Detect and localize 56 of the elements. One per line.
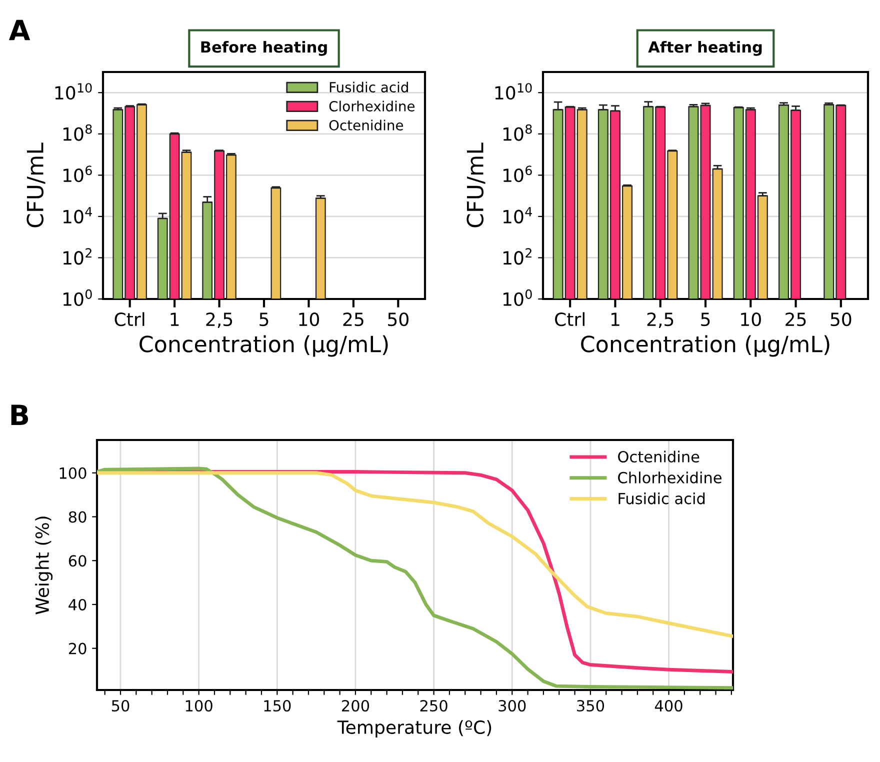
x-tick-label: 350 bbox=[577, 700, 604, 712]
x-tick-label: 50 bbox=[388, 312, 408, 326]
y-tick-label: 10$^{10}$ bbox=[495, 83, 532, 100]
x-tick-label: 25 bbox=[343, 312, 364, 326]
y-tick-label: 10$^{10}$ bbox=[55, 83, 92, 100]
y-tick-label: 10$^{0}$ bbox=[63, 289, 92, 306]
line-series bbox=[97, 471, 733, 638]
legend-label: Fusidic acid bbox=[330, 82, 408, 92]
y-tick-label: 10$^{4}$ bbox=[63, 207, 92, 224]
x-axis-title: Temperature (ºC) bbox=[337, 720, 492, 738]
x-tick-label: Ctrl bbox=[555, 312, 584, 326]
x-tick-label: 10 bbox=[741, 312, 761, 326]
y-tick-label: 10$^{8}$ bbox=[63, 124, 92, 141]
x-tick-label: 5 bbox=[701, 312, 710, 326]
x-tick-label: 1 bbox=[170, 312, 179, 326]
y-tick-label: 80 bbox=[68, 511, 86, 523]
y-tick-label: 40 bbox=[68, 598, 86, 610]
y-tick-label: 10$^{2}$ bbox=[63, 248, 92, 265]
x-tick-label: 50 bbox=[112, 700, 130, 712]
x-tick-label: 25 bbox=[786, 312, 806, 326]
y-tick-label: 60 bbox=[68, 555, 86, 567]
y-tick-label: 10$^{4}$ bbox=[503, 207, 532, 224]
x-tick-label: 2,5 bbox=[647, 312, 674, 328]
x-tick-label: 150 bbox=[264, 700, 291, 712]
legend-label: Octenidine bbox=[329, 120, 404, 130]
y-axis-title: CFU/mL bbox=[26, 142, 46, 228]
x-axis-title: Concentration (µg/mL) bbox=[140, 335, 388, 357]
x-tick-label: 10 bbox=[299, 312, 320, 326]
y-tick-label: 10$^{8}$ bbox=[503, 124, 532, 141]
text: B bbox=[11, 404, 28, 425]
y-tick-label: 100 bbox=[60, 467, 86, 479]
x-tick-label: 1 bbox=[611, 312, 620, 326]
x-tick-label: 400 bbox=[654, 700, 682, 712]
x-tick-label: 2,5 bbox=[206, 312, 232, 328]
chart-title: After heating bbox=[648, 40, 762, 56]
legend-label: Fusidic acid bbox=[618, 492, 705, 504]
legend-label: Octenidine bbox=[618, 450, 700, 463]
chart-title: Before heating bbox=[201, 40, 327, 56]
legend-label: Clorhexidine bbox=[329, 100, 415, 112]
x-tick-label: 200 bbox=[342, 700, 370, 712]
text: A bbox=[8, 20, 30, 40]
x-tick-label: Ctrl bbox=[114, 312, 144, 326]
y-tick-label: 10$^{6}$ bbox=[503, 166, 532, 182]
x-tick-label: 250 bbox=[420, 700, 448, 712]
y-tick-label: 10$^{2}$ bbox=[503, 248, 532, 265]
x-tick-label: 50 bbox=[830, 312, 852, 326]
y-axis-title: Weight (%) bbox=[35, 516, 53, 614]
x-axis-title: Concentration (µg/mL) bbox=[581, 335, 830, 357]
y-tick-label: 10$^{6}$ bbox=[63, 166, 92, 182]
legend-label: Chlorhexidine bbox=[618, 472, 722, 484]
x-tick-label: 300 bbox=[498, 700, 526, 712]
y-tick-label: 10$^{0}$ bbox=[503, 289, 532, 306]
x-tick-label: 5 bbox=[260, 312, 268, 326]
y-tick-label: 20 bbox=[68, 642, 86, 654]
x-tick-label: 100 bbox=[186, 700, 212, 712]
y-axis-title: CFU/mL bbox=[466, 142, 486, 228]
